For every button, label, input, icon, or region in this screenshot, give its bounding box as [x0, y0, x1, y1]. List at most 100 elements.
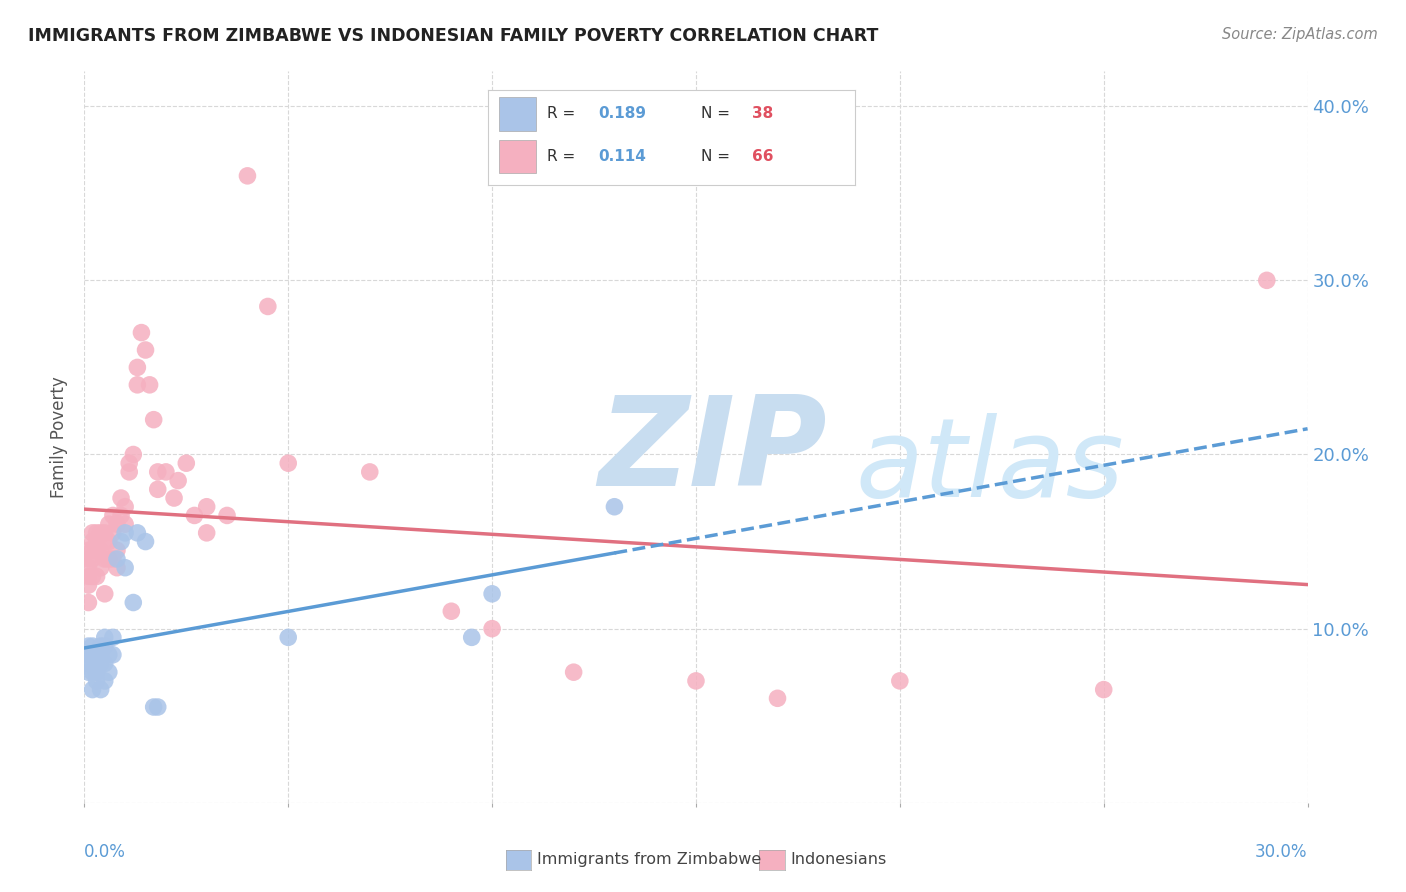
Point	[481, 622, 503, 636]
Point	[86, 648, 108, 662]
Point	[105, 517, 128, 532]
Point	[86, 673, 108, 688]
Point	[77, 569, 100, 583]
Point	[167, 474, 190, 488]
Point	[77, 639, 100, 653]
Point	[86, 569, 108, 583]
Point	[101, 525, 124, 540]
Point	[174, 456, 197, 470]
Point	[155, 465, 177, 479]
Point	[101, 552, 124, 566]
Y-axis label: Family Poverty: Family Poverty	[51, 376, 69, 498]
Point	[77, 657, 100, 671]
Point	[105, 552, 128, 566]
Point	[118, 465, 141, 479]
Point	[97, 552, 120, 566]
Point	[105, 543, 128, 558]
Point	[146, 483, 169, 497]
Point	[82, 543, 104, 558]
Point	[127, 377, 149, 392]
Point	[889, 673, 911, 688]
Point	[82, 639, 104, 653]
Point	[90, 560, 112, 574]
Text: 0.0%: 0.0%	[84, 843, 127, 861]
Point	[93, 552, 115, 566]
Text: atlas: atlas	[855, 413, 1123, 520]
Point	[562, 665, 585, 680]
Point	[82, 648, 104, 662]
Point	[90, 657, 112, 671]
Point	[101, 648, 124, 662]
Point	[142, 700, 165, 714]
Point	[135, 343, 157, 357]
Point	[90, 543, 112, 558]
Point	[93, 631, 115, 645]
Point	[127, 360, 149, 375]
Point	[183, 508, 205, 523]
Point	[82, 682, 104, 697]
Text: Source: ZipAtlas.com: Source: ZipAtlas.com	[1222, 27, 1378, 42]
Point	[90, 648, 112, 662]
Point	[90, 639, 112, 653]
Point	[97, 648, 120, 662]
Point	[82, 552, 104, 566]
Text: Immigrants from Zimbabwe: Immigrants from Zimbabwe	[537, 853, 761, 867]
Point	[77, 552, 100, 566]
Point	[82, 665, 104, 680]
Point	[603, 500, 626, 514]
Point	[118, 456, 141, 470]
Text: 30.0%: 30.0%	[1256, 843, 1308, 861]
Text: IMMIGRANTS FROM ZIMBABWE VS INDONESIAN FAMILY POVERTY CORRELATION CHART: IMMIGRANTS FROM ZIMBABWE VS INDONESIAN F…	[28, 27, 879, 45]
Point	[82, 534, 104, 549]
Point	[114, 560, 136, 574]
Point	[114, 525, 136, 540]
Point	[685, 673, 707, 688]
Point	[1092, 682, 1115, 697]
Point	[131, 326, 153, 340]
Point	[146, 700, 169, 714]
Point	[1256, 273, 1278, 287]
Point	[461, 631, 484, 645]
Point	[163, 491, 186, 505]
Point	[101, 508, 124, 523]
Point	[77, 665, 100, 680]
Point	[122, 448, 145, 462]
Point	[101, 631, 124, 645]
Point	[114, 500, 136, 514]
Point	[90, 525, 112, 540]
Point	[90, 682, 112, 697]
Point	[86, 665, 108, 680]
Point	[766, 691, 789, 706]
Point	[86, 525, 108, 540]
Point	[277, 456, 299, 470]
Point	[135, 534, 157, 549]
Point	[77, 648, 100, 662]
Point	[257, 300, 280, 314]
Point	[82, 657, 104, 671]
Point	[440, 604, 463, 618]
Point	[93, 673, 115, 688]
Point	[110, 534, 132, 549]
Point	[138, 377, 160, 392]
Point	[93, 657, 115, 671]
Point	[86, 534, 108, 549]
Text: Indonesians: Indonesians	[790, 853, 886, 867]
Point	[127, 525, 149, 540]
Point	[77, 595, 100, 609]
Point	[481, 587, 503, 601]
Point	[82, 569, 104, 583]
Point	[195, 500, 218, 514]
Point	[82, 525, 104, 540]
Point	[110, 508, 132, 523]
Point	[77, 543, 100, 558]
Point	[77, 578, 100, 592]
Point	[142, 412, 165, 426]
Point	[105, 560, 128, 574]
Point	[236, 169, 259, 183]
Point	[97, 517, 120, 532]
Text: ZIP: ZIP	[598, 392, 827, 512]
Point	[122, 595, 145, 609]
Point	[86, 657, 108, 671]
Point	[359, 465, 381, 479]
Point	[146, 465, 169, 479]
